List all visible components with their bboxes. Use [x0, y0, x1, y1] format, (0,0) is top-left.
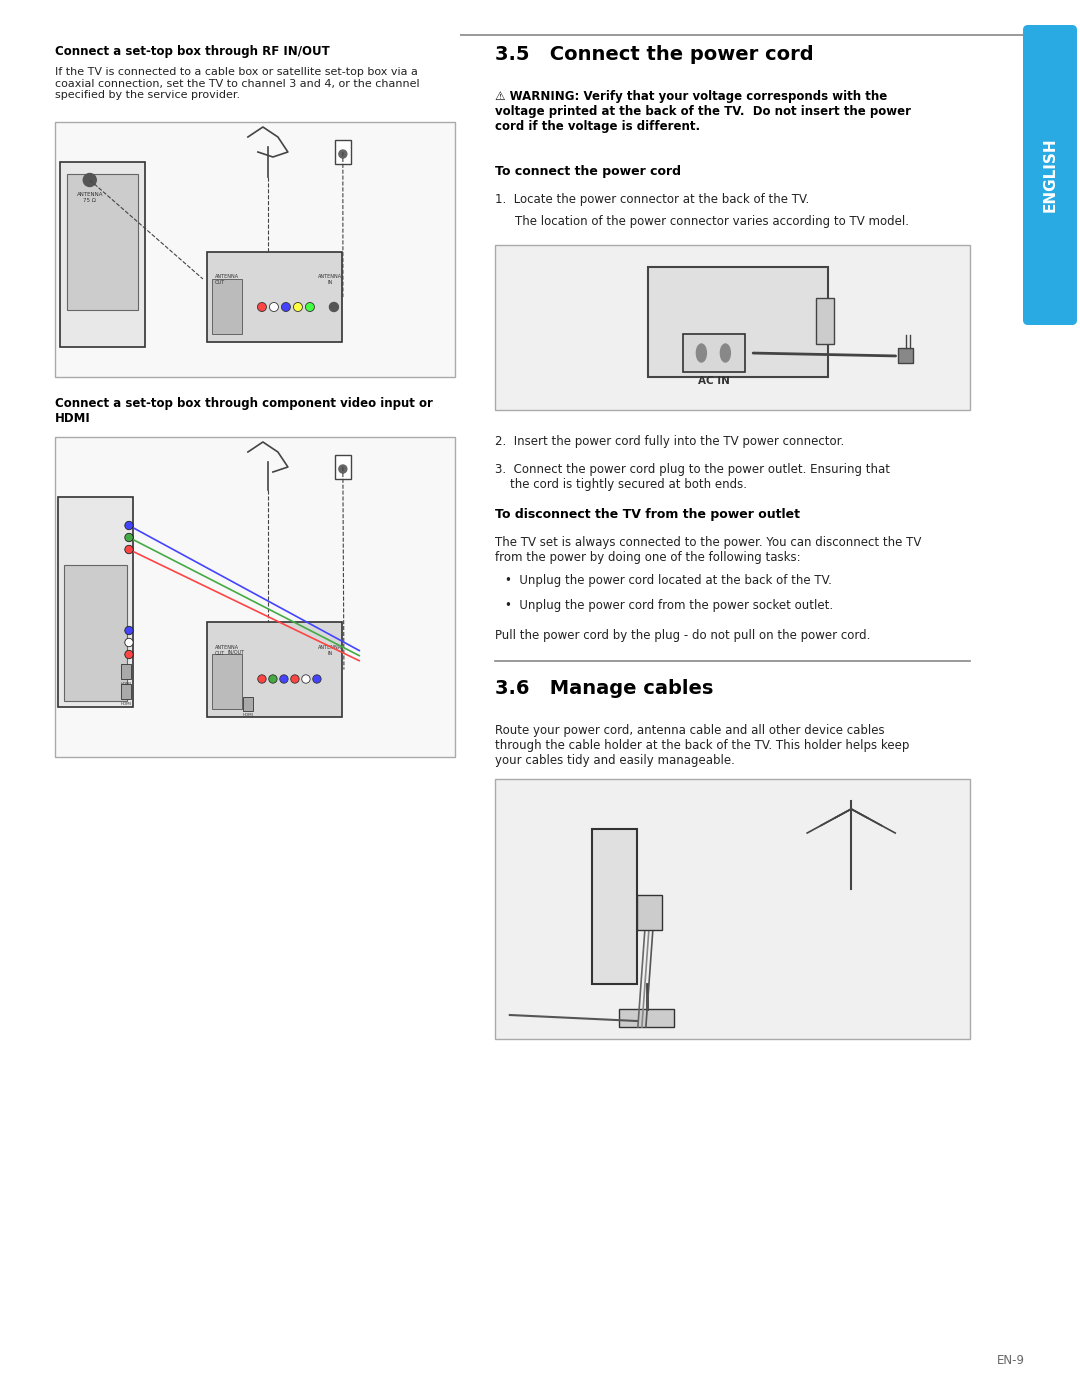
- Text: 3.5   Connect the power cord: 3.5 Connect the power cord: [495, 45, 813, 64]
- Ellipse shape: [720, 344, 730, 362]
- Circle shape: [301, 675, 310, 683]
- Bar: [816, 298, 835, 344]
- Text: ANTENNA
OUT: ANTENNA OUT: [215, 645, 239, 655]
- FancyBboxPatch shape: [1023, 25, 1077, 326]
- Bar: [55, 122, 455, 377]
- Bar: [207, 622, 342, 717]
- Bar: [684, 334, 745, 372]
- Text: 3.6   Manage cables: 3.6 Manage cables: [495, 679, 713, 698]
- Circle shape: [291, 675, 299, 683]
- Circle shape: [294, 303, 302, 312]
- Text: HDMI: HDMI: [121, 682, 132, 686]
- Text: •  Unplug the power cord located at the back of the TV.: • Unplug the power cord located at the b…: [504, 574, 832, 587]
- Text: •  Unplug the power cord from the power socket outlet.: • Unplug the power cord from the power s…: [504, 599, 833, 612]
- Bar: [335, 455, 351, 479]
- Text: Connect a set-top box through RF IN/OUT: Connect a set-top box through RF IN/OUT: [55, 45, 329, 59]
- Circle shape: [125, 521, 133, 529]
- Text: ⚠ WARNING: Verify that your voltage corresponds with the
voltage printed at the : ⚠ WARNING: Verify that your voltage corr…: [495, 89, 910, 133]
- Circle shape: [269, 303, 279, 312]
- Circle shape: [125, 638, 133, 647]
- Bar: [212, 279, 242, 334]
- Text: The location of the power connector varies according to TV model.: The location of the power connector vari…: [515, 215, 908, 228]
- Circle shape: [269, 675, 278, 683]
- Text: HDMI: HDMI: [243, 712, 254, 717]
- Circle shape: [313, 675, 321, 683]
- Bar: [495, 244, 970, 409]
- Bar: [899, 348, 914, 363]
- Text: If the TV is connected to a cable box or satellite set-top box via a
coaxial con: If the TV is connected to a cable box or…: [55, 67, 420, 101]
- Bar: [592, 828, 637, 983]
- Bar: [67, 175, 138, 310]
- Text: Pull the power cord by the plug - do not pull on the power cord.: Pull the power cord by the plug - do not…: [495, 629, 870, 643]
- Text: ANTENNA
IN: ANTENNA IN: [318, 645, 342, 655]
- Circle shape: [125, 626, 133, 634]
- Circle shape: [306, 303, 314, 312]
- Bar: [121, 664, 131, 679]
- Bar: [55, 437, 455, 757]
- Bar: [64, 564, 127, 701]
- Text: 3.  Connect the power cord plug to the power outlet. Ensuring that
    the cord : 3. Connect the power cord plug to the po…: [495, 462, 890, 490]
- Text: AC IN: AC IN: [699, 376, 730, 386]
- Text: ENGLISH: ENGLISH: [1042, 138, 1057, 212]
- Text: ANTENNA
75 Ω: ANTENNA 75 Ω: [77, 191, 103, 203]
- Text: 1.  Locate the power connector at the back of the TV.: 1. Locate the power connector at the bac…: [495, 193, 809, 205]
- Text: ANTENNA
IN: ANTENNA IN: [318, 274, 342, 285]
- Text: To disconnect the TV from the power outlet: To disconnect the TV from the power outl…: [495, 509, 800, 521]
- Bar: [207, 251, 342, 342]
- Bar: [619, 1009, 674, 1027]
- Text: The TV set is always connected to the power. You can disconnect the TV
from the : The TV set is always connected to the po…: [495, 536, 921, 564]
- Circle shape: [339, 465, 347, 474]
- Text: IN/OUT: IN/OUT: [228, 650, 244, 654]
- Bar: [637, 894, 662, 930]
- Circle shape: [258, 675, 266, 683]
- Text: EN-9: EN-9: [997, 1354, 1025, 1368]
- Circle shape: [280, 675, 288, 683]
- Text: HDMI: HDMI: [121, 703, 132, 705]
- Bar: [60, 162, 145, 346]
- Bar: [648, 267, 828, 377]
- Text: To connect the power cord: To connect the power cord: [495, 165, 680, 177]
- Circle shape: [282, 303, 291, 312]
- Circle shape: [339, 149, 347, 158]
- Ellipse shape: [697, 344, 706, 362]
- Text: 2.  Insert the power cord fully into the TV power connector.: 2. Insert the power cord fully into the …: [495, 434, 845, 448]
- Bar: [58, 497, 133, 707]
- Circle shape: [125, 534, 133, 542]
- Bar: [335, 140, 351, 163]
- Circle shape: [83, 173, 96, 187]
- Bar: [121, 685, 131, 698]
- Circle shape: [125, 545, 133, 553]
- Text: Route your power cord, antenna cable and all other device cables
through the cab: Route your power cord, antenna cable and…: [495, 724, 909, 767]
- Circle shape: [125, 650, 133, 659]
- Bar: [243, 697, 253, 711]
- Bar: [495, 780, 970, 1039]
- Text: Connect a set-top box through component video input or
HDMI: Connect a set-top box through component …: [55, 397, 433, 425]
- Text: ANTENNA
OUT: ANTENNA OUT: [215, 274, 239, 285]
- Bar: [212, 654, 242, 710]
- Circle shape: [329, 303, 338, 312]
- Circle shape: [257, 303, 267, 312]
